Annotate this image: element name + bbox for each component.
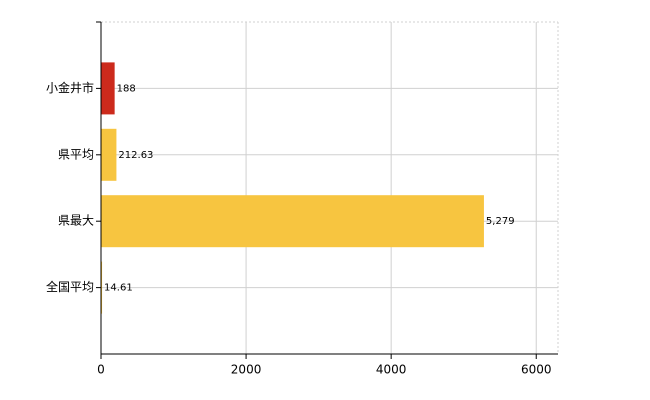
bar [101,128,117,181]
bar [101,62,115,115]
bar [101,261,103,314]
x-tick-label: 0 [97,363,105,377]
y-tick-label: 小金井市 [46,80,94,95]
y-tick-label: 県最大 [58,214,94,228]
x-tick-label: 4000 [376,363,407,377]
y-tick-label: 県平均 [58,147,94,161]
value-label: 212.63 [118,150,153,161]
x-tick-label: 2000 [231,363,262,377]
value-label: 5,279 [486,216,515,227]
value-label: 14.61 [104,283,133,294]
y-tick-label: 全国平均 [46,279,94,294]
value-label: 188 [117,83,136,94]
x-tick-label: 6000 [521,363,552,377]
bar [101,195,484,248]
